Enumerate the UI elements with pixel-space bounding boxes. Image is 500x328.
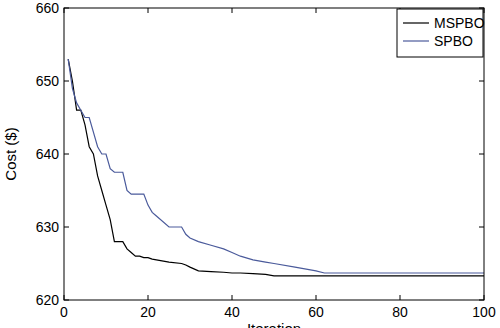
x-tick xyxy=(400,295,401,300)
y-tick xyxy=(64,227,69,228)
legend-swatch xyxy=(403,22,429,23)
x-tick-label: 100 xyxy=(472,304,496,320)
y-tick xyxy=(479,81,484,82)
legend-label: MSPBO xyxy=(434,15,485,31)
x-tick xyxy=(148,8,149,13)
background xyxy=(0,0,500,328)
plot-lines xyxy=(68,59,484,276)
y-tick-label: 630 xyxy=(36,219,60,235)
x-tick xyxy=(316,295,317,300)
y-tick-label: 650 xyxy=(36,73,60,89)
y-tick xyxy=(479,227,484,228)
x-tick-label: 40 xyxy=(224,304,240,320)
y-tick xyxy=(479,154,484,155)
y-tick xyxy=(64,154,69,155)
legend-label: SPBO xyxy=(434,33,473,49)
y-tick-label: 660 xyxy=(36,0,60,16)
plot-frame xyxy=(64,8,484,300)
series-line xyxy=(68,59,484,276)
x-tick-label: 60 xyxy=(308,304,324,320)
y-tick xyxy=(64,81,69,82)
legend: MSPBO SPBO xyxy=(397,9,485,57)
y-tick-label: 620 xyxy=(36,292,60,308)
x-tick-label: 80 xyxy=(392,304,408,320)
x-axis-label: Iteration xyxy=(247,320,301,328)
x-tick xyxy=(316,8,317,13)
x-tick xyxy=(148,295,149,300)
y-tick-label: 640 xyxy=(36,146,60,162)
legend-swatch xyxy=(403,40,429,41)
chart: 0 20 40 60 80 100 620 630 640 650 660 Iteration Cost… xyxy=(0,0,500,328)
x-tick-label: 20 xyxy=(140,304,156,320)
x-tick xyxy=(232,8,233,13)
x-tick xyxy=(232,295,233,300)
x-tick-label: 0 xyxy=(60,304,68,320)
y-axis-label: Cost ($) xyxy=(2,127,19,180)
series-line xyxy=(68,59,484,273)
